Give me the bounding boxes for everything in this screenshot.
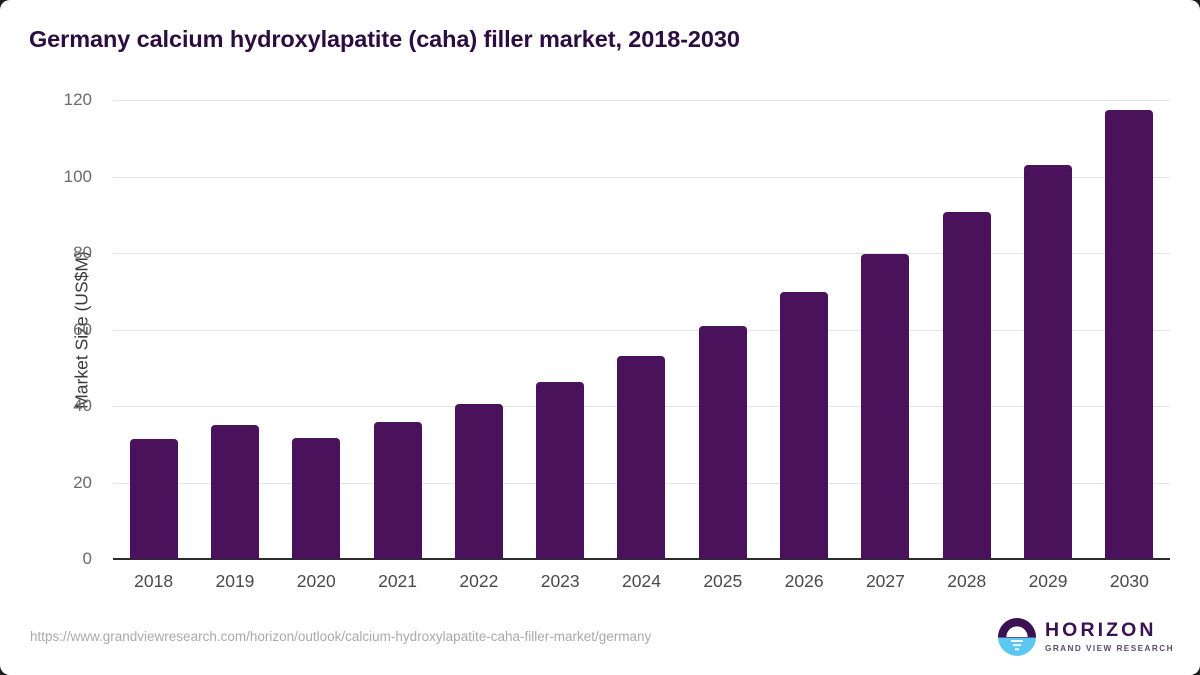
x-axis-tick-label: 2019	[215, 571, 255, 591]
horizon-logo-icon	[998, 618, 1036, 656]
x-axis-tick-label: 2028	[947, 571, 987, 591]
x-axis-tick-label: 2029	[1028, 571, 1068, 591]
bar-group	[682, 100, 763, 559]
bar-group	[113, 100, 194, 559]
x-axis-tick-label: 2024	[622, 571, 661, 591]
page-title: Germany calcium hydroxylapatite (caha) f…	[29, 26, 740, 52]
bar-series	[113, 100, 1170, 559]
gridline	[113, 253, 1170, 254]
bar-group	[438, 100, 519, 559]
x-axis-tick-label: 2025	[703, 571, 743, 591]
y-axis-tick-label: 40	[73, 396, 92, 415]
y-axis-tick-label: 120	[63, 90, 92, 109]
bar[interactable]	[617, 355, 666, 559]
source-url[interactable]: https://www.grandviewresearch.com/horizo…	[30, 629, 652, 644]
bar[interactable]	[698, 325, 747, 559]
bar[interactable]	[1024, 164, 1073, 559]
x-axis-tick-label: 2020	[296, 571, 336, 591]
bar-group	[520, 100, 601, 559]
gridline	[113, 176, 1170, 178]
y-axis-tick-label: 0	[82, 549, 92, 568]
bar[interactable]	[210, 424, 259, 559]
bar[interactable]	[292, 438, 341, 559]
bar[interactable]	[1105, 110, 1154, 559]
bar[interactable]	[536, 382, 585, 559]
bar[interactable]	[129, 439, 178, 559]
x-axis-tick-label: 2030	[1109, 571, 1149, 591]
x-axis-tick-label: 2022	[459, 571, 499, 591]
bar-group	[601, 100, 682, 559]
bar[interactable]	[861, 254, 910, 559]
logo-tagline: GRAND VIEW RESEARCH	[1045, 643, 1174, 653]
y-axis-tick-label: 20	[73, 472, 92, 492]
x-axis-line	[113, 558, 1170, 560]
x-axis-tick-label: 2027	[865, 571, 905, 591]
bar-group	[194, 100, 275, 559]
y-axis-tick-label: 80	[73, 243, 92, 262]
x-axis-tick-label: 2021	[378, 571, 418, 591]
bar-group	[276, 100, 357, 559]
logo-text: HORIZON GRAND VIEW RESEARCH	[1045, 621, 1174, 653]
x-axis-tick-label: 2023	[540, 571, 580, 591]
x-axis-tick-label: 2018	[134, 571, 174, 591]
bar[interactable]	[454, 403, 503, 559]
y-axis-tick-label: 60	[73, 319, 92, 339]
logo-name: HORIZON	[1045, 619, 1157, 642]
bar-group	[926, 100, 1007, 559]
bar[interactable]	[942, 212, 991, 559]
bar-group	[845, 100, 926, 559]
bar[interactable]	[373, 422, 422, 559]
bar-group	[1007, 100, 1088, 559]
gridline	[113, 100, 1170, 101]
gridline	[113, 329, 1170, 331]
bar[interactable]	[780, 292, 829, 559]
bar-group	[1089, 100, 1170, 559]
horizon-logo[interactable]: HORIZON GRAND VIEW RESEARCH	[998, 617, 1174, 657]
x-axis-tick-label: 2026	[784, 571, 824, 591]
y-axis-tick-label: 100	[63, 166, 92, 186]
bar-group	[357, 100, 438, 559]
bar-group	[763, 100, 844, 559]
